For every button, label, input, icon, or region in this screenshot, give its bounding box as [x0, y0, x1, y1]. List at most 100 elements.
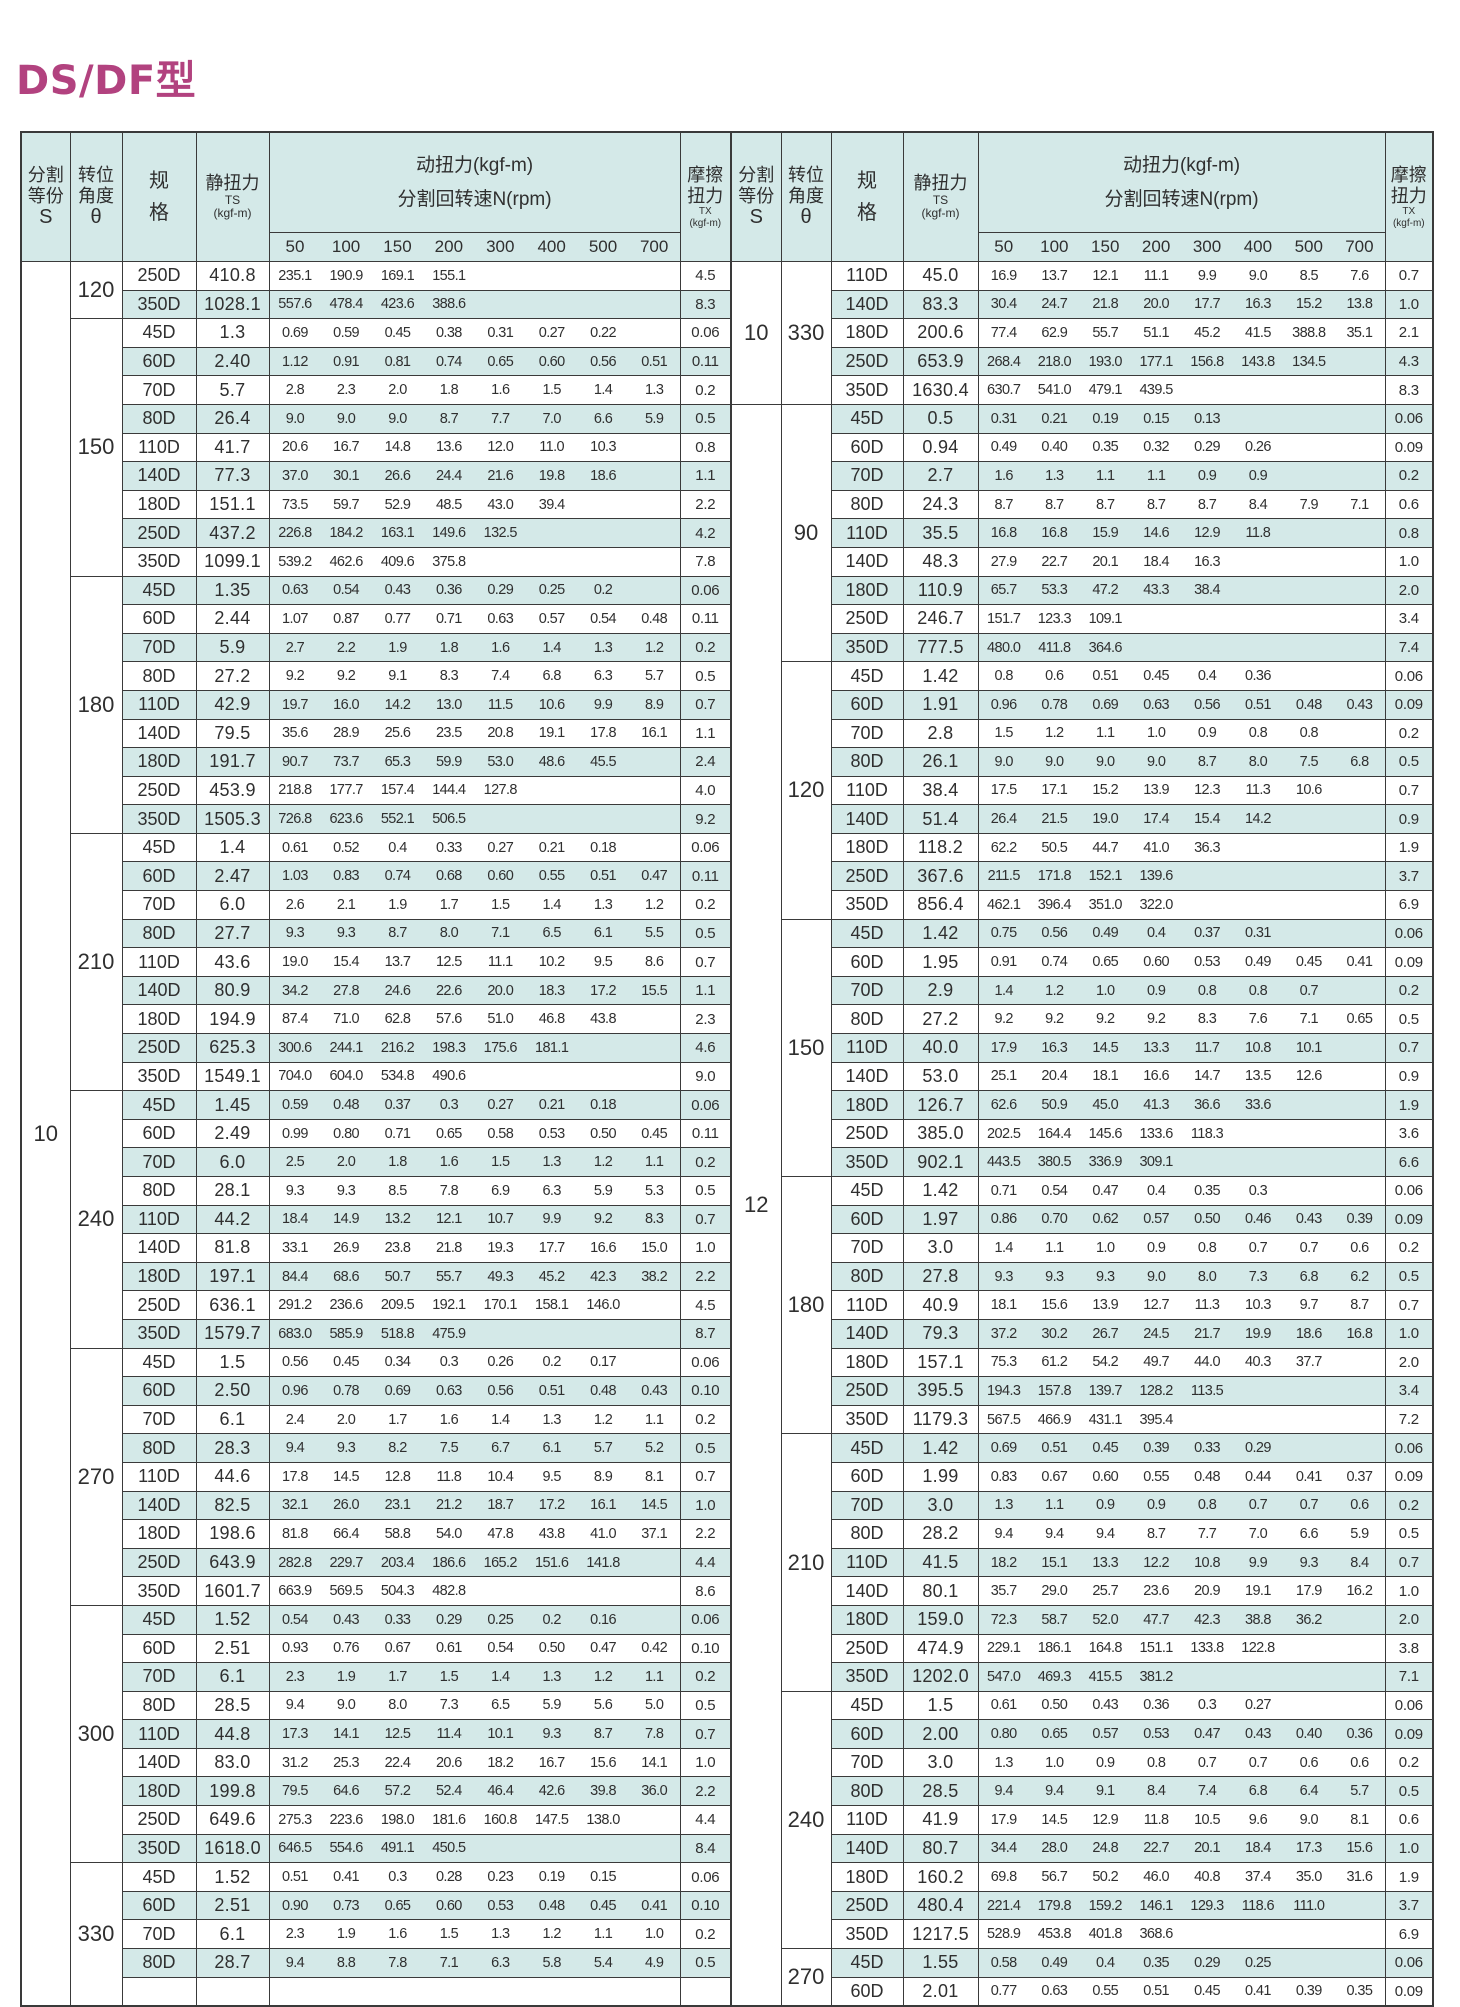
dynamic-torque-cell-150rpm: 58.8	[371, 1519, 424, 1549]
dynamic-torque-cell-700rpm	[1334, 375, 1386, 405]
dynamic-torque-cell-50rpm: 275.3	[269, 1805, 321, 1835]
dynamic-torque-cell-700rpm	[1334, 804, 1386, 834]
torque-table-left: 分割 等份 S 转位 角度 θ 规格静扭力 TS (kgf-m) 动扭力(kgf-m) 分割回转速N…	[20, 131, 733, 2007]
dynamic-torque-cell-400rpm: 9.5	[525, 1462, 578, 1492]
table-row: 180D 199.8 79.5 64.6 57.2 52.4 46.4 42.6 39.8 36.…	[21, 1776, 732, 1807]
table-row: 180 45D 1.35 0.63 0.54 0.43 0.36 0.29 0.25 0.2 0.0…	[21, 575, 732, 834]
dynamic-torque-cell-200rpm: 139.6	[1130, 861, 1182, 892]
dynamic-torque-cell-150rpm: 14.8	[371, 433, 424, 463]
dynamic-torque-cell-400rpm: 0.25	[1232, 1948, 1284, 1978]
dynamic-torque-cell-400rpm: 1.4	[525, 890, 578, 920]
table-row: 12 90 45D 0.5 0.31 0.21 0.19 0.15 0.13 0.06	[730, 403, 1434, 2007]
dynamic-torque-cell-50rpm: 9.0	[978, 747, 1029, 777]
index-angle-cell: 120	[780, 661, 832, 920]
dynamic-torque-cell-50rpm: 704.0	[269, 1062, 321, 1092]
static-torque-cell: 6.0	[196, 1147, 270, 1177]
dynamic-torque-cell-300rpm: 7.1	[474, 919, 526, 949]
friction-torque-cell: 4.5	[679, 261, 732, 291]
table-row: 60D 1.99 0.83 0.67 0.60 0.55 0.48 0.44 0.41 0.37 0…	[731, 1462, 1434, 1492]
friction-torque-cell: 0.06	[1384, 404, 1434, 434]
dynamic-torque-cell-500rpm	[1283, 1147, 1335, 1177]
dynamic-torque-cell-200rpm: 55.7	[423, 1262, 475, 1292]
dynamic-torque-cell-150rpm: 0.51	[1079, 661, 1131, 691]
dynamic-torque-cell-400rpm: 18.3	[525, 976, 578, 1006]
friction-torque-cell: 6.9	[1384, 1919, 1434, 1950]
friction-torque-cell: 3.4	[1384, 1376, 1434, 1406]
dynamic-torque-cell-200rpm: 51.1	[1130, 318, 1182, 348]
table-row: 350D 1099.1 539.2 462.6 409.6 375.8 7.8	[21, 547, 732, 577]
dynamic-torque-cell-500rpm: 0.7	[1283, 976, 1335, 1006]
index-angle-cell: 330	[780, 261, 832, 405]
dynamic-torque-cell-400rpm	[1232, 1147, 1284, 1177]
friction-torque-cell: 0.5	[679, 1176, 732, 1206]
dynamic-torque-cell-100rpm: 0.74	[1028, 947, 1080, 977]
dynamic-torque-cell-500rpm: 0.7	[1283, 1491, 1335, 1521]
dynamic-torque-cell-500rpm: 16.6	[577, 1233, 629, 1263]
dynamic-torque-cell-200rpm: 381.2	[1130, 1662, 1182, 1692]
table-row: 180D 198.6 81.8 66.4 58.8 54.0 47.8 43.8 41.0 37.…	[21, 1519, 732, 1549]
spec-cell: 110D	[830, 1290, 904, 1320]
dynamic-torque-cell-300rpm: 1.4	[474, 1662, 526, 1692]
dynamic-torque-cell-150rpm: 0.57	[1079, 1719, 1131, 1749]
dynamic-torque-cell-150rpm: 12.5	[371, 1719, 424, 1749]
dynamic-torque-cell-700rpm: 5.7	[1334, 1776, 1386, 1807]
dynamic-torque-cell-150rpm: 50.7	[371, 1262, 424, 1292]
dynamic-torque-cell-150rpm: 198.0	[371, 1805, 424, 1835]
dynamic-torque-cell-700rpm: 6.8	[1334, 747, 1386, 777]
dynamic-torque-cell-50rpm: 630.7	[978, 375, 1029, 405]
dynamic-torque-cell-400rpm: 6.1	[525, 1433, 578, 1463]
dynamic-torque-cell-50rpm: 0.69	[269, 318, 321, 348]
dynamic-torque-cell-50rpm: 462.1	[978, 890, 1029, 920]
page-title: DS/DF型	[16, 58, 197, 104]
table-row: 60D 2.49 0.99 0.80 0.71 0.65 0.58 0.53 0.50 0.45 0…	[21, 1119, 732, 1149]
table-row: 110D 44.8 17.3 14.1 12.5 11.4 10.1 9.3 8.7 7.8 0.7	[21, 1719, 732, 1749]
dynamic-torque-cell-100rpm: 0.50	[1028, 1691, 1080, 1721]
static-torque-cell: 2.51	[196, 1634, 270, 1664]
dynamic-torque-cell-700rpm: 5.2	[628, 1433, 681, 1463]
static-torque-cell: 437.2	[196, 518, 270, 548]
spec-cell: 60D	[121, 347, 197, 377]
dynamic-torque-cell-500rpm: 0.22	[577, 318, 629, 348]
spec-cell: 60D	[830, 690, 904, 720]
dynamic-torque-cell-300rpm: 36.6	[1181, 1090, 1233, 1120]
dynamic-torque-cell-400rpm: 8.0	[1232, 747, 1284, 777]
dynamic-torque-cell-400rpm: 10.2	[525, 947, 578, 977]
dynamic-torque-cell-150rpm: 54.2	[1079, 1348, 1131, 1378]
dynamic-torque-cell-400rpm	[1232, 1919, 1284, 1950]
spec-cell: 80D	[830, 1004, 904, 1035]
dynamic-torque-cell-150rpm: 8.7	[371, 919, 424, 949]
table-row: 250D 385.0 202.5 164.4 145.6 133.6 118.3 3.6	[731, 1119, 1434, 1149]
spec-cell: 60D	[830, 1205, 904, 1235]
dynamic-torque-cell-200rpm: 0.55	[1130, 1462, 1182, 1492]
spec-cell: 70D	[830, 1748, 904, 1778]
rpm-header-300: 300	[474, 232, 526, 262]
static-torque-cell: 6.1	[196, 1662, 270, 1692]
dynamic-torque-cell-500rpm: 5.9	[577, 1176, 629, 1206]
dynamic-torque-cell-400rpm: 17.2	[525, 1491, 578, 1521]
dynamic-torque-cell-700rpm	[1334, 1405, 1386, 1435]
dynamic-torque-cell-400rpm: 7.6	[1232, 1004, 1284, 1035]
dynamic-torque-cell-700rpm: 8.7	[1334, 1290, 1386, 1320]
dynamic-torque-cell-100rpm: 0.87	[320, 604, 372, 634]
dynamic-torque-cell-200rpm: 24.4	[423, 461, 475, 491]
dynamic-torque-cell-400rpm: 10.6	[525, 690, 578, 720]
friction-torque-cell: 0.9	[1384, 804, 1434, 834]
table-row: 70D 6.1 2.3 1.9 1.6 1.5 1.3 1.2 1.1 1.0 0.2	[21, 1919, 732, 1950]
static-torque-cell: 81.8	[196, 1233, 270, 1263]
dynamic-torque-cell-50rpm: 20.6	[269, 433, 321, 463]
dynamic-torque-cell-700rpm	[1334, 633, 1386, 663]
dynamic-torque-cell-700rpm	[628, 1033, 681, 1063]
friction-torque-cell: 1.0	[1384, 547, 1434, 577]
spec-cell: 60D	[830, 433, 904, 463]
dynamic-torque-cell-500rpm: 37.7	[1283, 1348, 1335, 1378]
spec-cell: 350D	[830, 1662, 904, 1692]
dynamic-torque-cell-100rpm: 25.3	[320, 1748, 372, 1778]
theta-label-line: 角度	[78, 185, 114, 206]
friction-torque-cell: 0.2	[1384, 1491, 1434, 1521]
dynamic-torque-cell-400rpm: 11.3	[1232, 776, 1284, 806]
dynamic-torque-cell-100rpm: 0.52	[320, 833, 372, 863]
dynamic-torque-cell-700rpm	[628, 576, 681, 606]
dynamic-torque-cell-200rpm: 13.0	[423, 690, 475, 720]
dynamic-torque-cell-700rpm: 16.2	[1334, 1576, 1386, 1606]
dynamic-torque-cell-400rpm: 41.5	[1232, 318, 1284, 348]
